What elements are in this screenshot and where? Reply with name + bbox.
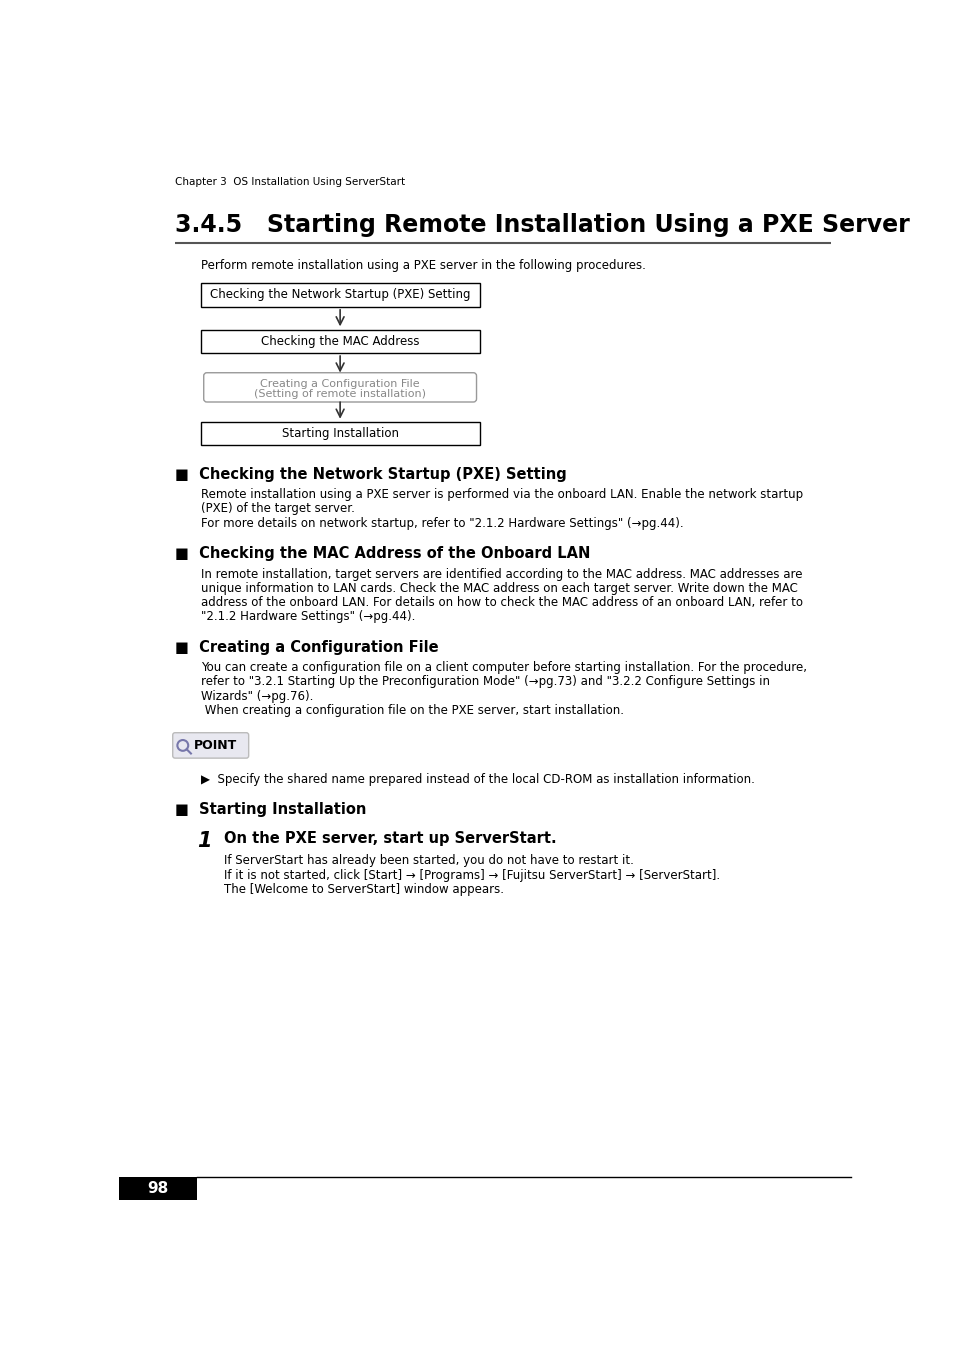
FancyBboxPatch shape <box>200 283 479 306</box>
Text: Checking the Network Startup (PXE) Setting: Checking the Network Startup (PXE) Setti… <box>210 288 470 302</box>
Text: address of the onboard LAN. For details on how to check the MAC address of an on: address of the onboard LAN. For details … <box>200 596 801 609</box>
Text: Perform remote installation using a PXE server in the following procedures.: Perform remote installation using a PXE … <box>200 259 645 272</box>
Text: 3.4.5   Starting Remote Installation Using a PXE Server: 3.4.5 Starting Remote Installation Using… <box>174 213 909 237</box>
Text: 1: 1 <box>196 832 211 852</box>
Text: refer to "3.2.1 Starting Up the Preconfiguration Mode" (→pg.73) and "3.2.2 Confi: refer to "3.2.1 Starting Up the Preconfi… <box>200 675 769 689</box>
Text: ■  Checking the MAC Address of the Onboard LAN: ■ Checking the MAC Address of the Onboar… <box>174 546 590 561</box>
FancyBboxPatch shape <box>119 1177 196 1200</box>
FancyBboxPatch shape <box>200 330 479 353</box>
Text: POINT: POINT <box>193 739 236 752</box>
Text: ■  Checking the Network Startup (PXE) Setting: ■ Checking the Network Startup (PXE) Set… <box>174 466 566 481</box>
Text: "2.1.2 Hardware Settings" (→pg.44).: "2.1.2 Hardware Settings" (→pg.44). <box>200 611 415 623</box>
Text: ▶  Specify the shared name prepared instead of the local CD-ROM as installation : ▶ Specify the shared name prepared inste… <box>200 772 754 786</box>
Text: ■  Creating a Configuration File: ■ Creating a Configuration File <box>174 639 438 655</box>
FancyBboxPatch shape <box>172 733 249 758</box>
Text: For more details on network startup, refer to "2.1.2 Hardware Settings" (→pg.44): For more details on network startup, ref… <box>200 516 682 530</box>
Text: When creating a configuration file on the PXE server, start installation.: When creating a configuration file on th… <box>200 704 623 717</box>
Text: If ServerStart has already been started, you do not have to restart it.: If ServerStart has already been started,… <box>224 855 633 867</box>
Text: 98: 98 <box>147 1181 169 1196</box>
Text: You can create a configuration file on a client computer before starting install: You can create a configuration file on a… <box>200 661 806 674</box>
FancyBboxPatch shape <box>204 373 477 402</box>
Text: Checking the MAC Address: Checking the MAC Address <box>260 334 419 348</box>
Text: On the PXE server, start up ServerStart.: On the PXE server, start up ServerStart. <box>224 832 556 847</box>
Text: Remote installation using a PXE server is performed via the onboard LAN. Enable : Remote installation using a PXE server i… <box>200 488 801 501</box>
Text: unique information to LAN cards. Check the MAC address on each target server. Wr: unique information to LAN cards. Check t… <box>200 582 797 594</box>
Text: In remote installation, target servers are identified according to the MAC addre: In remote installation, target servers a… <box>200 568 801 581</box>
Text: The [Welcome to ServerStart] window appears.: The [Welcome to ServerStart] window appe… <box>224 883 503 896</box>
FancyBboxPatch shape <box>200 422 479 445</box>
Text: Starting Installation: Starting Installation <box>281 427 398 439</box>
Text: Creating a Configuration File: Creating a Configuration File <box>260 379 419 388</box>
Text: Chapter 3  OS Installation Using ServerStart: Chapter 3 OS Installation Using ServerSt… <box>174 177 405 187</box>
Text: (PXE) of the target server.: (PXE) of the target server. <box>200 503 355 515</box>
Text: If it is not started, click [Start] → [Programs] → [Fujitsu ServerStart] → [Serv: If it is not started, click [Start] → [P… <box>224 868 720 882</box>
Text: Wizards" (→pg.76).: Wizards" (→pg.76). <box>200 690 313 702</box>
Text: (Setting of remote installation): (Setting of remote installation) <box>253 390 426 399</box>
Text: ■  Starting Installation: ■ Starting Installation <box>174 802 366 817</box>
